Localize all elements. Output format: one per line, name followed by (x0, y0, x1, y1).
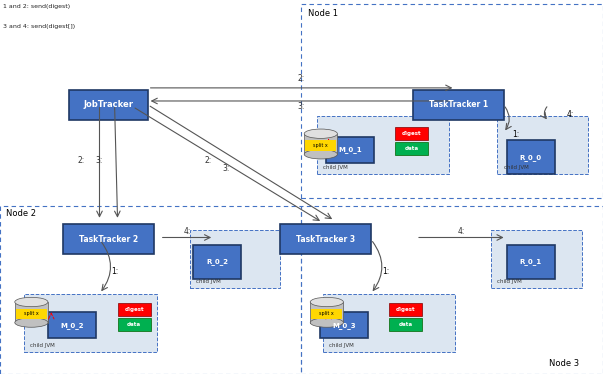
Text: 1:: 1: (512, 130, 519, 139)
Text: child JVM: child JVM (323, 165, 347, 170)
Text: TaskTracker 3: TaskTracker 3 (296, 235, 355, 244)
FancyBboxPatch shape (507, 245, 555, 279)
FancyBboxPatch shape (304, 134, 338, 154)
Text: 3:: 3: (96, 156, 103, 165)
Text: R_0_0: R_0_0 (520, 154, 541, 160)
FancyBboxPatch shape (507, 140, 555, 174)
FancyBboxPatch shape (24, 294, 157, 352)
FancyBboxPatch shape (491, 230, 582, 288)
FancyBboxPatch shape (305, 140, 336, 151)
Text: 3:: 3: (298, 102, 305, 111)
FancyBboxPatch shape (389, 303, 422, 316)
FancyBboxPatch shape (48, 312, 96, 338)
Text: child JVM: child JVM (30, 343, 55, 348)
Text: digest: digest (402, 131, 421, 136)
Text: child JVM: child JVM (497, 279, 522, 284)
Text: M_0_1: M_0_1 (338, 146, 362, 153)
Text: split x: split x (24, 311, 39, 316)
Ellipse shape (304, 150, 337, 159)
Text: R_0_1: R_0_1 (520, 258, 541, 265)
Text: JobTracker: JobTracker (84, 100, 133, 109)
Text: Node 3: Node 3 (549, 359, 579, 368)
Text: 1 and 2: send(digest): 1 and 2: send(digest) (3, 4, 70, 9)
Ellipse shape (310, 318, 343, 327)
Text: 4:: 4: (566, 110, 573, 119)
Text: 2:: 2: (204, 156, 212, 165)
FancyBboxPatch shape (395, 127, 428, 140)
Ellipse shape (304, 129, 337, 138)
Ellipse shape (15, 318, 48, 327)
Text: split x: split x (314, 143, 328, 148)
Ellipse shape (15, 297, 48, 307)
Text: Node 2: Node 2 (6, 209, 36, 218)
FancyBboxPatch shape (193, 245, 241, 279)
FancyBboxPatch shape (16, 309, 47, 319)
Text: split x: split x (320, 311, 334, 316)
Text: data: data (405, 146, 418, 151)
FancyBboxPatch shape (14, 302, 48, 322)
Text: child JVM: child JVM (329, 343, 353, 348)
FancyBboxPatch shape (320, 312, 368, 338)
Text: 3:: 3: (223, 164, 230, 173)
Text: M_0_3: M_0_3 (332, 322, 356, 329)
FancyBboxPatch shape (280, 224, 371, 254)
FancyBboxPatch shape (63, 224, 154, 254)
Text: data: data (399, 322, 412, 327)
Text: digest: digest (396, 307, 415, 312)
Text: 4:: 4: (183, 227, 191, 236)
FancyBboxPatch shape (389, 318, 422, 331)
FancyBboxPatch shape (118, 318, 151, 331)
Text: 1:: 1: (382, 267, 390, 276)
Text: M_0_2: M_0_2 (61, 322, 84, 329)
FancyBboxPatch shape (317, 116, 449, 174)
Text: TaskTracker 2: TaskTracker 2 (79, 235, 138, 244)
FancyBboxPatch shape (118, 303, 151, 316)
FancyBboxPatch shape (69, 90, 148, 120)
FancyBboxPatch shape (395, 142, 428, 155)
FancyBboxPatch shape (323, 294, 455, 352)
Text: 1:: 1: (111, 267, 118, 276)
Text: 4:: 4: (458, 227, 465, 236)
Text: digest: digest (124, 307, 144, 312)
Text: 2:: 2: (298, 74, 305, 83)
Text: data: data (127, 322, 141, 327)
Text: child JVM: child JVM (196, 279, 221, 284)
FancyBboxPatch shape (311, 309, 343, 319)
FancyBboxPatch shape (413, 90, 504, 120)
Text: 3 and 4: send(digest[]): 3 and 4: send(digest[]) (3, 24, 75, 29)
Text: TaskTracker 1: TaskTracker 1 (429, 100, 488, 109)
Text: R_0_2: R_0_2 (206, 258, 228, 265)
Text: child JVM: child JVM (504, 165, 528, 170)
Text: 2:: 2: (78, 156, 85, 165)
Text: Node 1: Node 1 (308, 9, 338, 18)
FancyBboxPatch shape (497, 116, 588, 174)
FancyBboxPatch shape (326, 137, 374, 163)
FancyBboxPatch shape (190, 230, 280, 288)
Ellipse shape (310, 297, 343, 307)
FancyBboxPatch shape (310, 302, 344, 322)
